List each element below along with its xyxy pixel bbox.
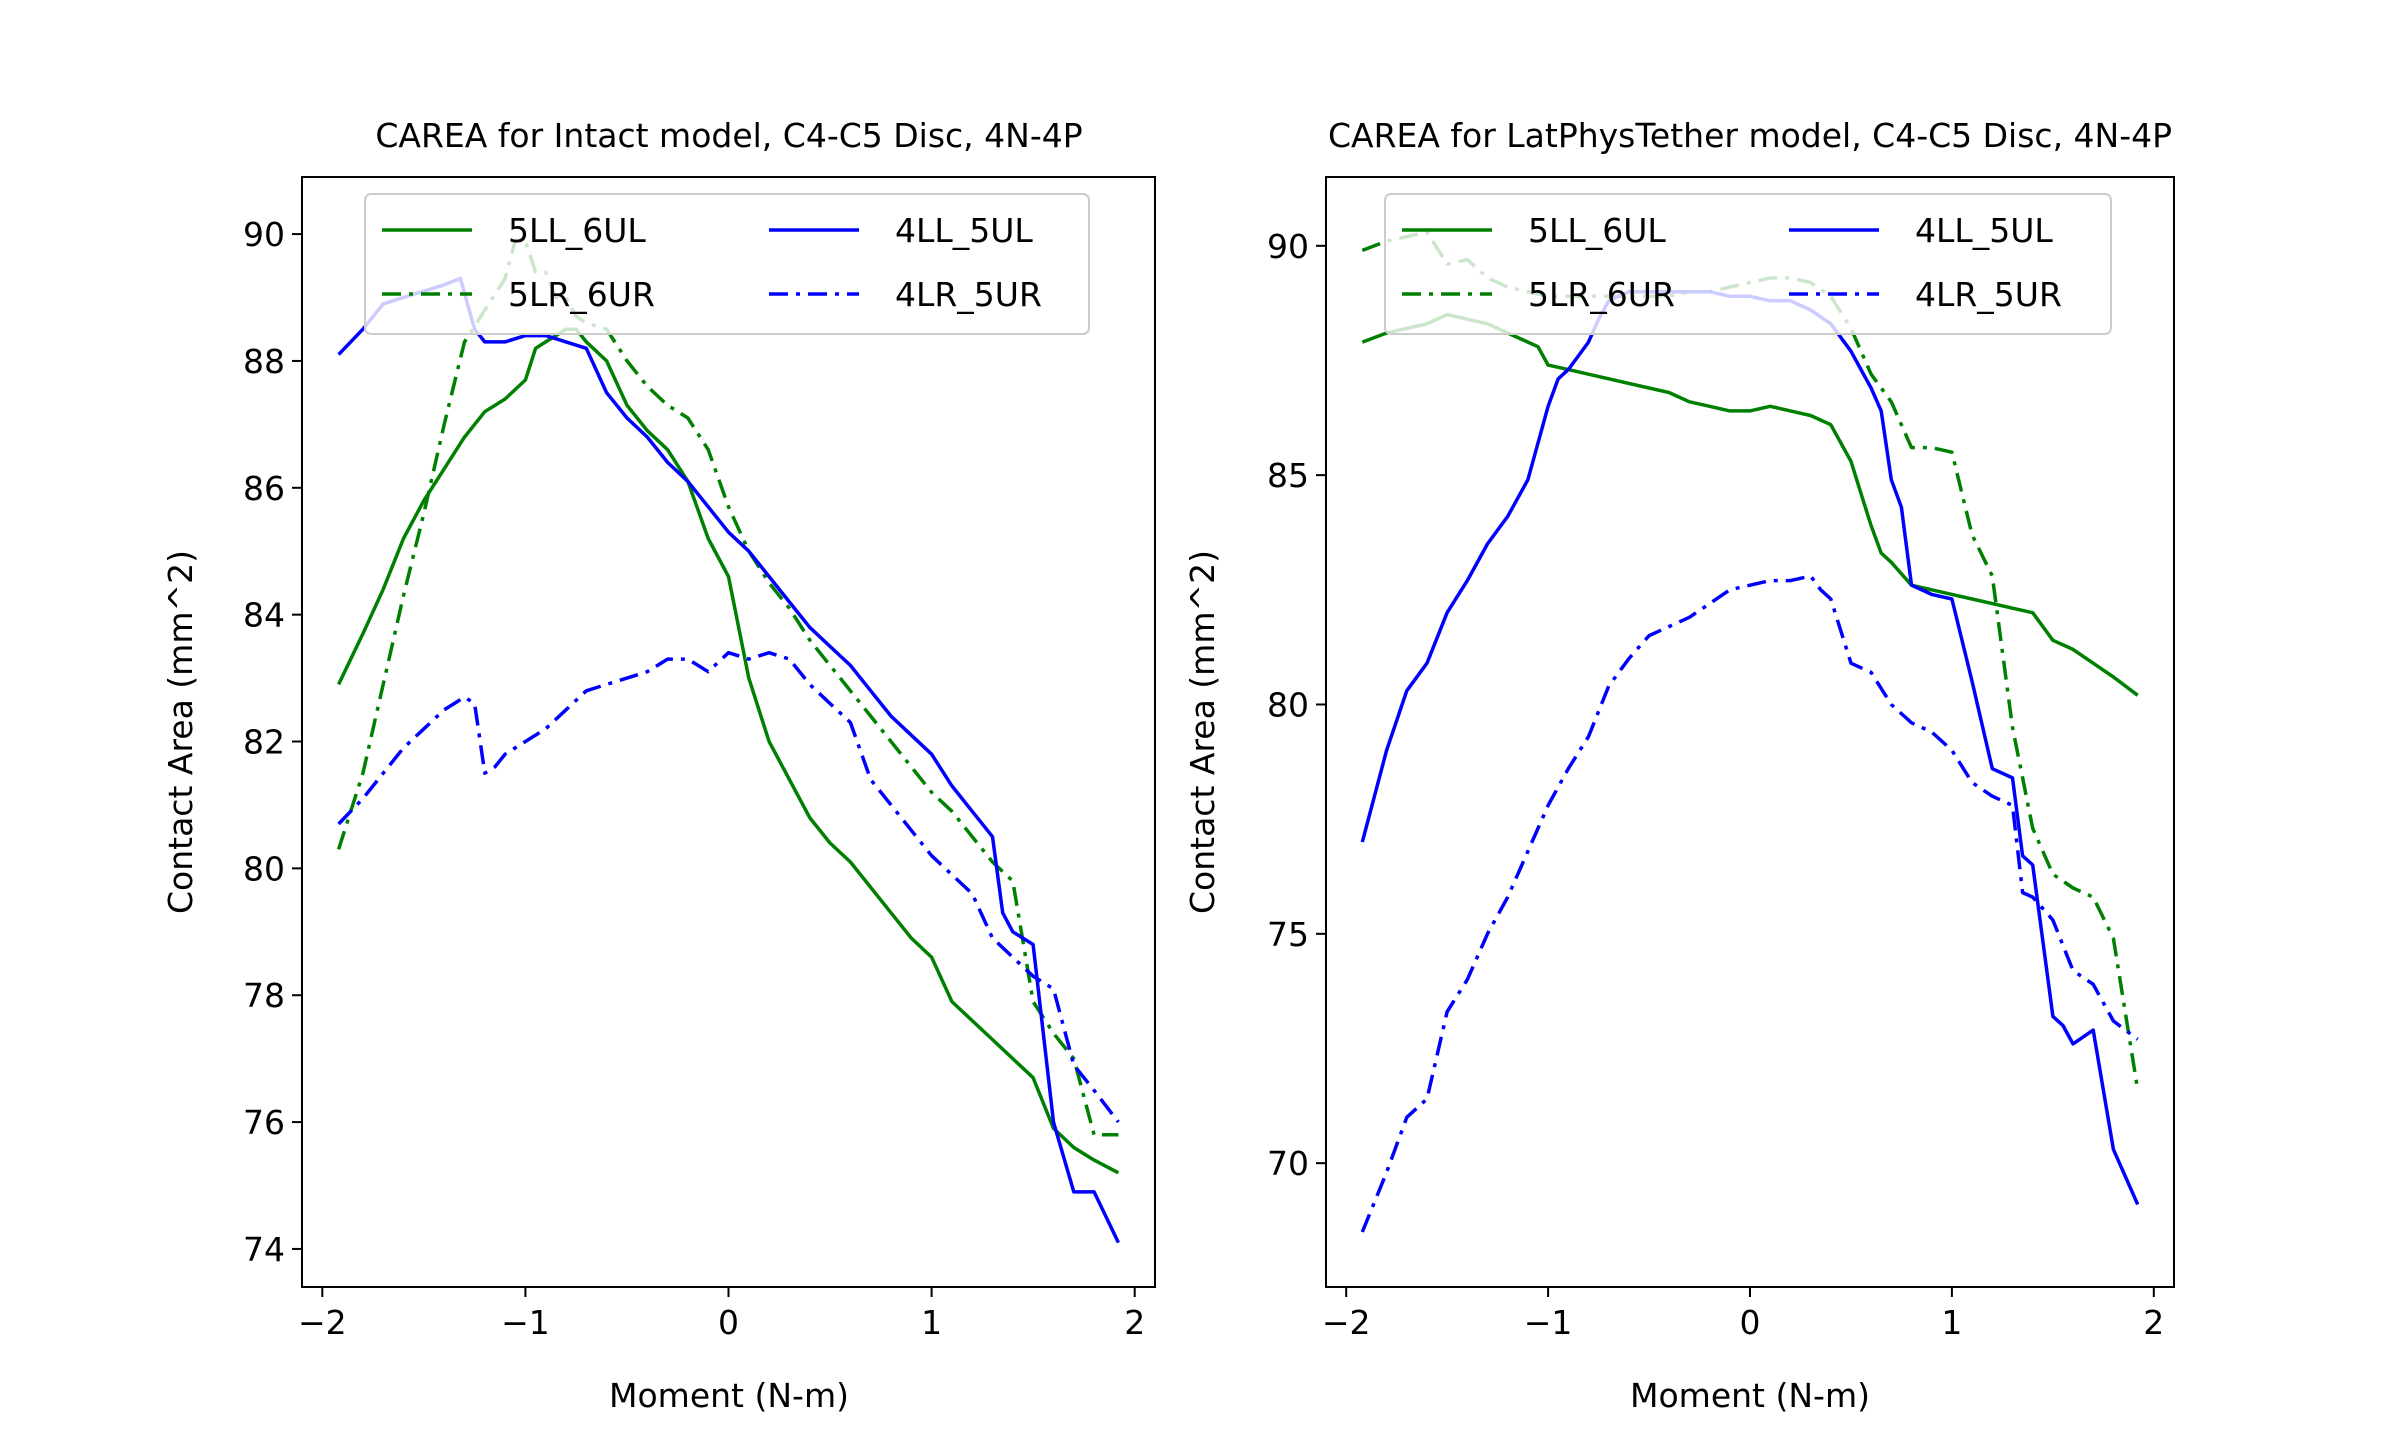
plot-intact-model: CAREA for Intact model, C4-C5 Disc, 4N-4…	[161, 116, 1156, 1415]
y-tick-label: 88	[243, 342, 285, 381]
legend-label: 4LL_5UL	[895, 211, 1033, 250]
legend-label: 5LR_6UR	[1528, 275, 1675, 314]
y-ticks: 70 75 80 85 90	[1267, 227, 1326, 1183]
y-ticks: 74 76 78 80 82 84 86 88 90	[243, 215, 302, 1269]
x-tick-label: 2	[2143, 1303, 2164, 1342]
y-tick-label: 70	[1267, 1144, 1309, 1183]
y-axis-label: Contact Area (mm^2)	[1183, 550, 1222, 914]
series-line-4lr-5ur	[1360, 574, 2139, 1233]
x-tick-label: −1	[1524, 1303, 1573, 1342]
plot-latphystether-model: CAREA for LatPhysTether model, C4-C5 Dis…	[1183, 116, 2175, 1415]
series-line-5ll-6ul	[337, 327, 1120, 1175]
x-ticks: −2 −1 0 1 2	[298, 1287, 1145, 1342]
x-tick-label: 0	[718, 1303, 739, 1342]
x-axis-label: Moment (N-m)	[609, 1376, 849, 1415]
legend-box	[364, 193, 1090, 335]
y-tick-label: 78	[243, 976, 285, 1015]
y-tick-label: 80	[1267, 685, 1309, 724]
y-tick-label: 76	[243, 1103, 285, 1142]
legend-label: 5LR_6UR	[508, 275, 655, 314]
x-tick-label: 2	[1124, 1303, 1145, 1342]
y-tick-label: 84	[243, 596, 285, 635]
legend-label: 4LL_5UL	[1915, 211, 2053, 250]
legend-label: 4LR_5UR	[1915, 275, 2062, 314]
legend: 5LL_6UL 5LR_6UR 4LL_5UL 4LR_5UR	[364, 193, 1090, 335]
chart-title: CAREA for LatPhysTether model, C4-C5 Dis…	[1328, 116, 2172, 155]
x-tick-label: −2	[1322, 1303, 1371, 1342]
legend: 5LL_6UL 5LR_6UR 4LL_5UL 4LR_5UR	[1384, 193, 2112, 335]
y-tick-label: 75	[1267, 915, 1309, 954]
x-tick-label: −2	[298, 1303, 347, 1342]
y-tick-label: 82	[243, 723, 285, 762]
x-tick-label: 0	[1740, 1303, 1761, 1342]
chart-title: CAREA for Intact model, C4-C5 Disc, 4N-4…	[375, 116, 1082, 155]
y-tick-label: 86	[243, 469, 285, 508]
y-tick-label: 85	[1267, 456, 1309, 495]
y-tick-label: 80	[243, 849, 285, 888]
legend-label: 5LL_6UL	[508, 211, 646, 250]
x-axis-label: Moment (N-m)	[1630, 1376, 1870, 1415]
series-line-4lr-5ur	[337, 650, 1120, 1124]
y-tick-label: 90	[243, 215, 285, 254]
x-ticks: −2 −1 0 1 2	[1322, 1287, 2164, 1342]
x-tick-label: 1	[921, 1303, 942, 1342]
x-tick-label: −1	[501, 1303, 550, 1342]
y-tick-label: 74	[243, 1230, 285, 1269]
x-tick-label: 1	[1941, 1303, 1962, 1342]
y-axis-label: Contact Area (mm^2)	[161, 550, 200, 914]
legend-label: 4LR_5UR	[895, 275, 1042, 314]
y-tick-label: 90	[1267, 227, 1309, 266]
legend-label: 5LL_6UL	[1528, 211, 1666, 250]
legend-box	[1384, 193, 2112, 335]
